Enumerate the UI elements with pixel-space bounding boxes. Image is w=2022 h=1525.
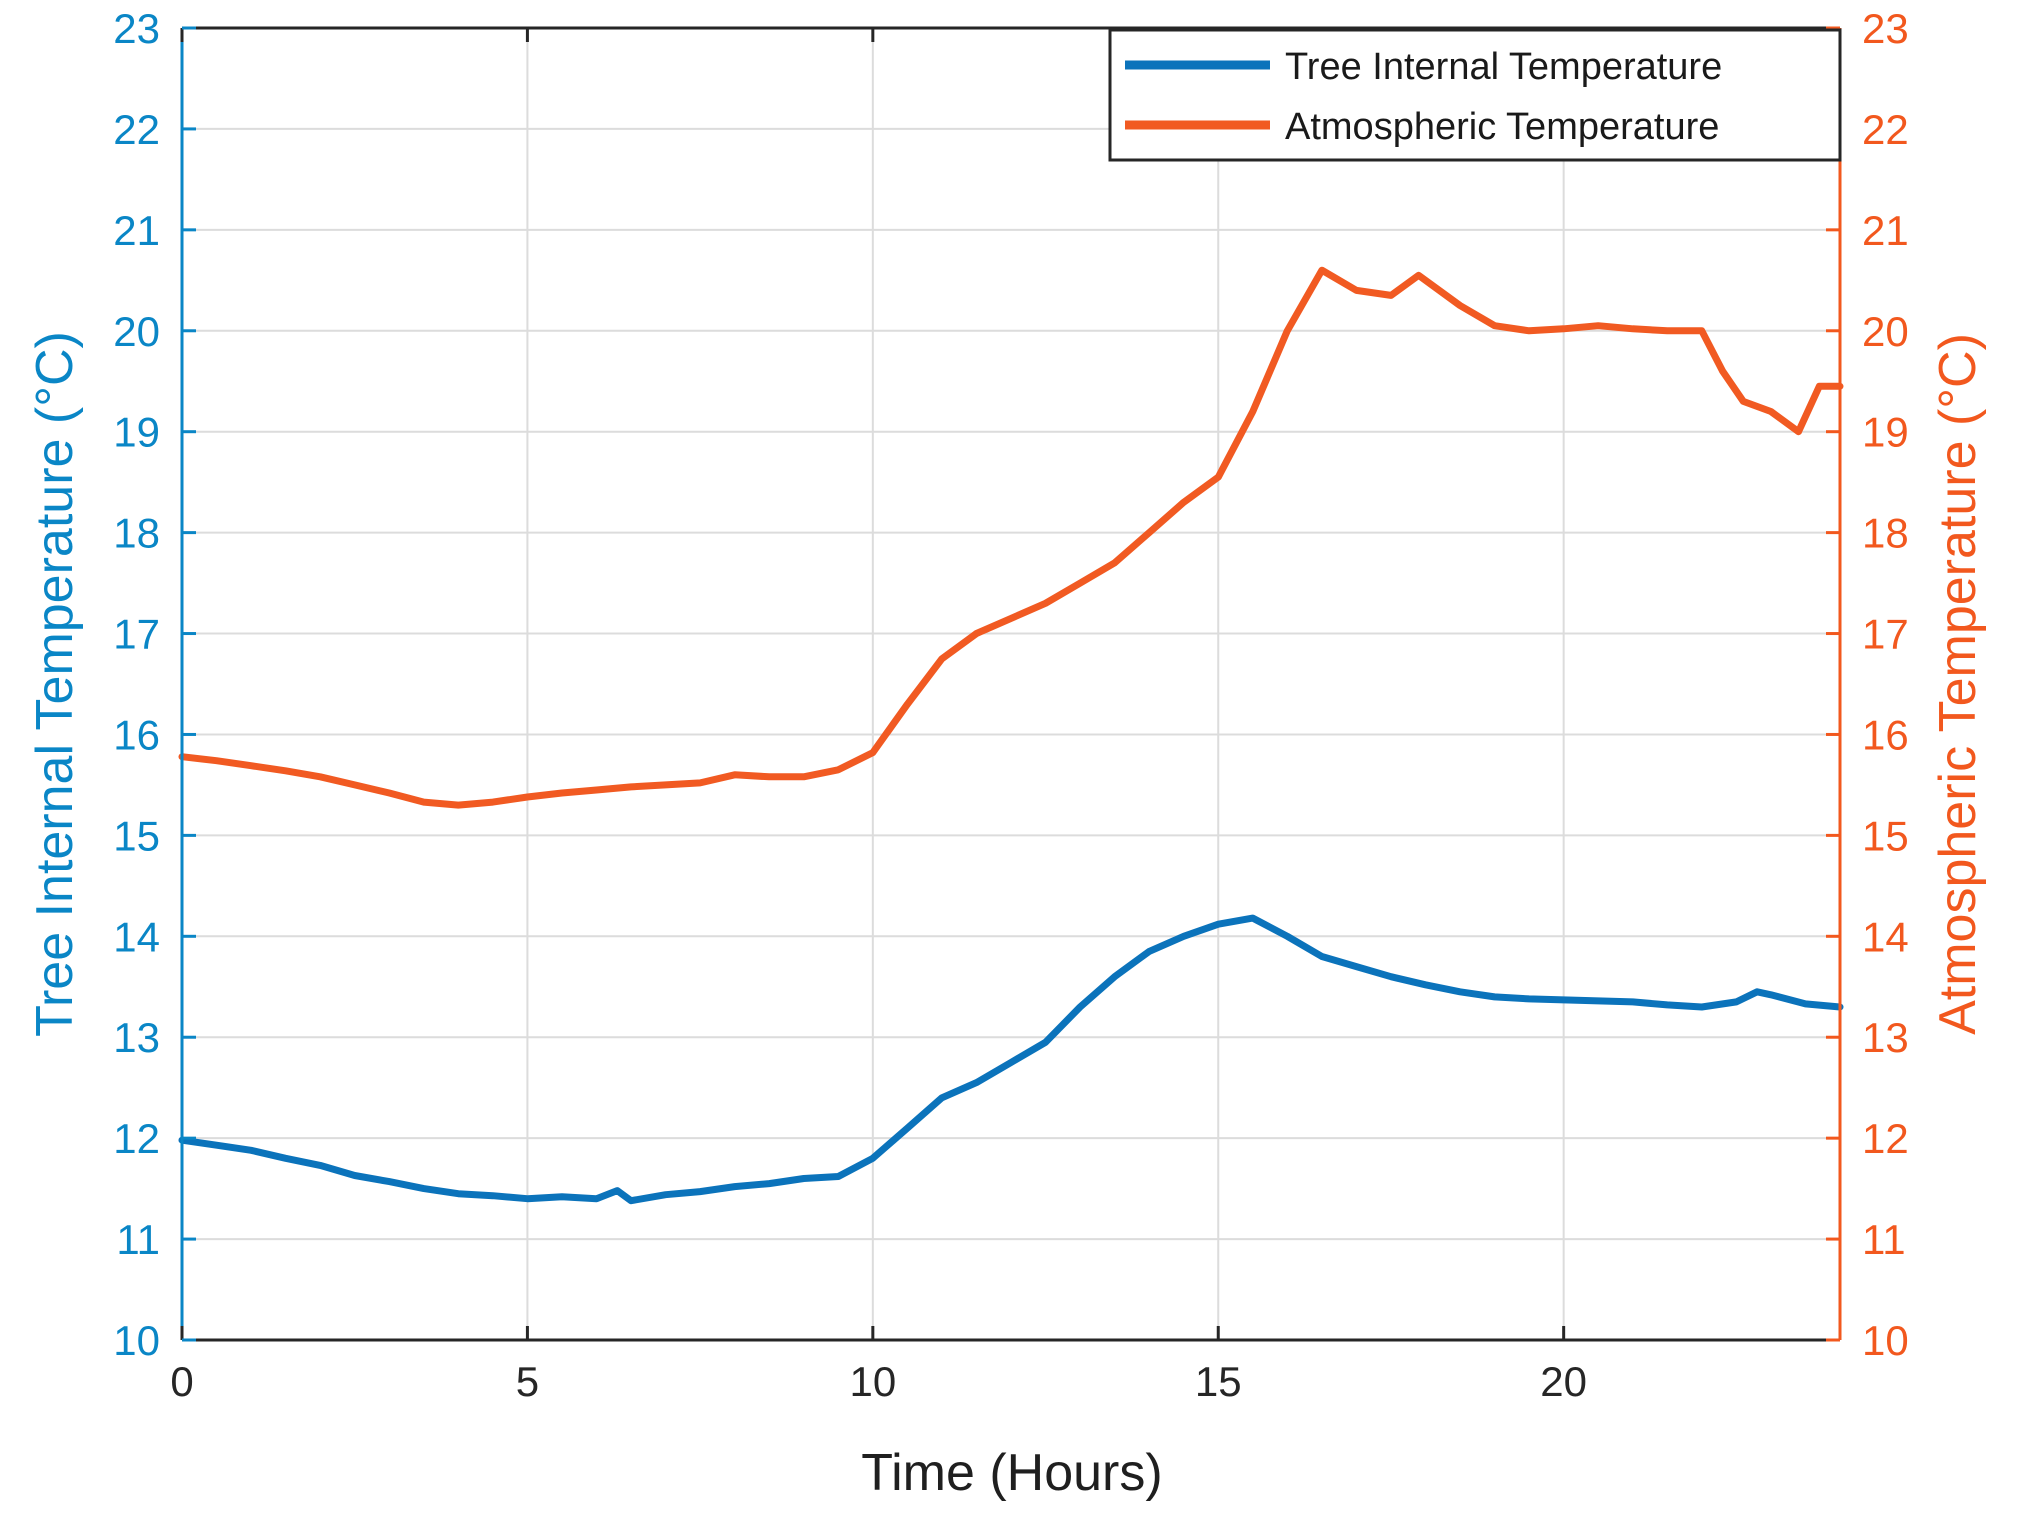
series-line-tree-internal-temperature [178, 914, 1844, 1205]
right-y-axis-title: Atmospheric Temperature (°C) [1929, 333, 1987, 1035]
left-y-tick-label: 11 [116, 1216, 160, 1263]
right-y-tick-label: 17 [1862, 611, 1909, 658]
right-y-tick-label: 18 [1862, 510, 1909, 557]
right-y-tick-label: 23 [1862, 5, 1909, 52]
right-y-tick-label: 21 [1862, 207, 1909, 254]
left-y-tick-label: 22 [113, 106, 160, 153]
left-y-tick-label: 18 [113, 510, 160, 557]
left-y-tick-label: 20 [113, 308, 160, 355]
legend: Tree Internal Temperature Atmospheric Te… [1108, 28, 1842, 162]
right-y-tick-label: 19 [1862, 409, 1909, 456]
right-y-tick-label: 22 [1862, 106, 1909, 153]
right-y-tick-label: 12 [1862, 1115, 1909, 1162]
left-y-axis-title: Tree Internal Temperature (°C) [26, 331, 84, 1037]
ticks-layer: 0 5 10 15 20 10 11 12 13 14 15 16 17 18 19 20 21 22 23 10 11… [113, 5, 1908, 1405]
left-y-tick-label: 12 [113, 1115, 160, 1162]
x-tick-label: 10 [849, 1358, 896, 1405]
left-y-tick-label: 10 [113, 1317, 160, 1364]
right-y-tick-label: 14 [1862, 913, 1909, 960]
right-y-tick-label: 15 [1862, 812, 1909, 859]
left-y-tick-label: 14 [113, 913, 160, 960]
left-y-tick-label: 17 [113, 611, 160, 658]
left-y-tick-label: 15 [113, 812, 160, 859]
series-line-atmospheric-temperature [178, 266, 1844, 809]
x-axis-title: Time (Hours) [861, 1444, 1162, 1502]
right-y-tick-label: 13 [1862, 1014, 1909, 1061]
right-y-tick-label: 16 [1862, 711, 1909, 758]
right-y-tick-label: 10 [1862, 1317, 1909, 1364]
left-y-tick-label: 21 [113, 207, 160, 254]
x-tick-label: 5 [516, 1358, 539, 1405]
x-tick-label: 15 [1195, 1358, 1242, 1405]
x-tick-label: 0 [170, 1358, 193, 1405]
legend-label-atmospheric: Atmospheric Temperature [1285, 106, 1719, 148]
series-layer [178, 266, 1844, 1205]
x-tick-label: 20 [1540, 1358, 1587, 1405]
legend-box [1108, 28, 1842, 162]
left-y-tick-label: 23 [113, 5, 160, 52]
legend-label-tree: Tree Internal Temperature [1285, 46, 1722, 88]
left-y-tick-label: 13 [113, 1014, 160, 1061]
right-y-tick-label: 11 [1862, 1216, 1906, 1263]
right-y-tick-label: 20 [1862, 308, 1909, 355]
left-y-tick-label: 19 [113, 409, 160, 456]
left-y-tick-label: 16 [113, 711, 160, 758]
